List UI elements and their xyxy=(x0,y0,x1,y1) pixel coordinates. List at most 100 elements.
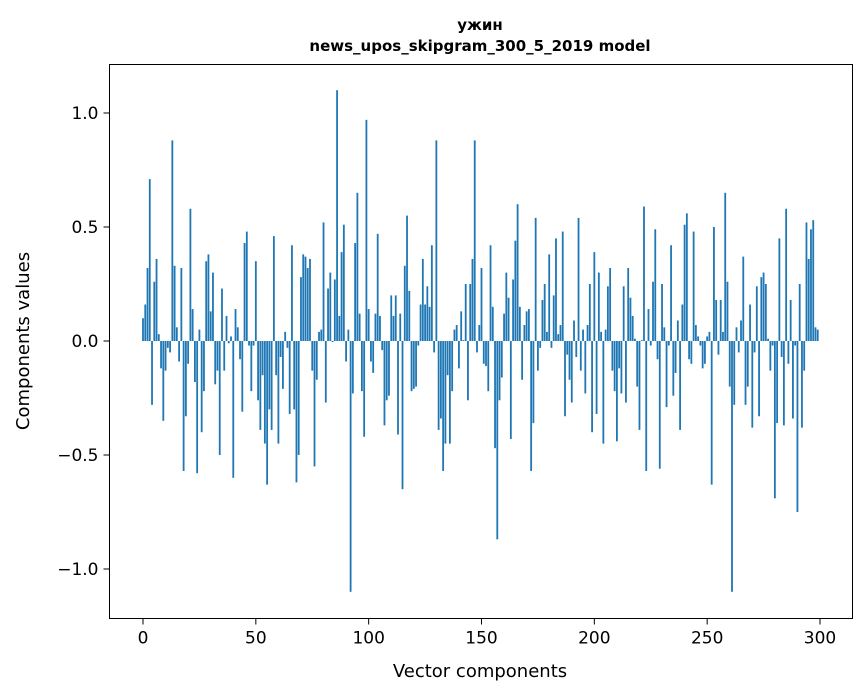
bar-53 xyxy=(261,341,264,376)
bar-248 xyxy=(701,341,704,369)
y-tick-label: −0.5 xyxy=(57,446,98,466)
bar-204 xyxy=(602,341,605,444)
bar-9 xyxy=(162,341,165,421)
bar-242 xyxy=(688,341,691,360)
bar-148 xyxy=(476,341,478,353)
bar-213 xyxy=(622,286,625,341)
bar-252 xyxy=(710,341,713,485)
bar-111 xyxy=(392,315,395,341)
bar-253 xyxy=(713,227,715,341)
bar-12 xyxy=(169,341,171,353)
bar-171 xyxy=(527,309,530,341)
bar-65 xyxy=(288,341,291,414)
bar-82 xyxy=(327,288,329,341)
x-tick-label: 150 xyxy=(465,629,497,649)
bar-285 xyxy=(785,208,788,341)
bar-85 xyxy=(333,279,336,341)
bar-125 xyxy=(424,304,426,341)
bar-226 xyxy=(652,281,654,341)
bar-196 xyxy=(584,341,587,394)
bar-249 xyxy=(704,341,706,364)
y-tick-label: 1.0 xyxy=(71,104,98,124)
bar-59 xyxy=(275,341,278,376)
bar-35 xyxy=(221,288,223,341)
bar-73 xyxy=(306,268,309,341)
bar-273 xyxy=(758,341,760,417)
bar-199 xyxy=(591,341,593,433)
bar-256 xyxy=(719,299,722,341)
bar-211 xyxy=(618,341,621,369)
bar-33 xyxy=(216,341,219,371)
bar-187 xyxy=(564,341,566,417)
bar-47 xyxy=(248,341,250,346)
bar-15 xyxy=(175,327,178,341)
bar-80 xyxy=(322,222,325,341)
bar-70 xyxy=(300,277,302,341)
bar-108 xyxy=(385,341,388,401)
bar-233 xyxy=(667,341,670,346)
bar-169 xyxy=(523,325,526,341)
bar-44 xyxy=(241,341,244,412)
bar-160 xyxy=(503,313,505,341)
bar-146 xyxy=(471,258,474,341)
bar-182 xyxy=(552,295,555,341)
bar-130 xyxy=(435,140,438,341)
bar-153 xyxy=(487,341,490,392)
bar-95 xyxy=(356,192,359,341)
bar-165 xyxy=(514,240,517,341)
bar-286 xyxy=(787,341,790,364)
bar-250 xyxy=(706,336,709,341)
bar-179 xyxy=(546,331,548,341)
bar-227 xyxy=(654,229,657,341)
bar-55 xyxy=(266,341,269,485)
bar-203 xyxy=(600,331,603,341)
bar-246 xyxy=(697,336,700,341)
bar-126 xyxy=(426,286,429,341)
bar-67 xyxy=(293,341,296,410)
bar-155 xyxy=(491,306,494,341)
bar-77 xyxy=(315,341,318,380)
bar-277 xyxy=(767,338,769,341)
bar-151 xyxy=(482,341,485,364)
bar-271 xyxy=(753,341,756,353)
bar-298 xyxy=(814,327,817,341)
bar-52 xyxy=(259,341,262,430)
bar-19 xyxy=(184,341,187,417)
bar-39 xyxy=(230,336,232,341)
bar-96 xyxy=(358,313,361,341)
bar-183 xyxy=(555,238,557,341)
bar-274 xyxy=(760,277,763,341)
bar-62 xyxy=(282,341,284,389)
bar-50 xyxy=(254,261,257,341)
bar-23 xyxy=(194,341,196,383)
bar-269 xyxy=(749,304,751,341)
bar-296 xyxy=(810,229,812,341)
bar-20 xyxy=(187,341,190,364)
bar-172 xyxy=(530,341,533,471)
bar-46 xyxy=(245,231,248,341)
bar-34 xyxy=(218,341,221,455)
bar-83 xyxy=(329,272,332,341)
bar-207 xyxy=(609,268,612,341)
bar-60 xyxy=(277,341,280,444)
bar-102 xyxy=(372,341,375,373)
bar-64 xyxy=(286,341,289,348)
bar-225 xyxy=(649,341,652,346)
bar-92 xyxy=(349,341,352,592)
bar-131 xyxy=(437,341,440,430)
bar-263 xyxy=(735,327,738,341)
bar-56 xyxy=(268,341,271,410)
bar-58 xyxy=(272,236,275,341)
bar-177 xyxy=(541,299,544,341)
bar-79 xyxy=(320,329,323,341)
bar-291 xyxy=(798,284,801,341)
bar-117 xyxy=(406,215,408,341)
bar-36 xyxy=(223,341,226,371)
bar-119 xyxy=(410,341,413,392)
bar-294 xyxy=(805,222,808,341)
bar-29 xyxy=(207,254,210,341)
bar-222 xyxy=(643,206,645,341)
bar-107 xyxy=(383,341,386,426)
bar-209 xyxy=(613,341,616,392)
bar-161 xyxy=(505,272,508,341)
